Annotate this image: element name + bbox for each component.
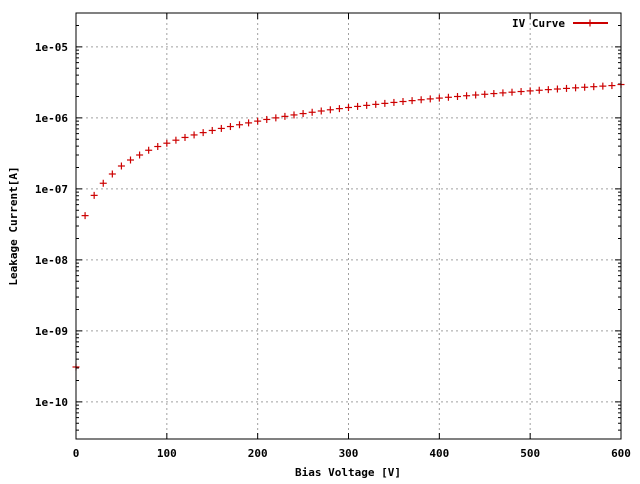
legend-marker-plus — [586, 19, 594, 27]
x-tick-label: 400 — [429, 447, 449, 460]
y-tick-label: 1e-05 — [35, 41, 68, 54]
data-point — [481, 90, 489, 98]
data-point — [553, 85, 561, 93]
data-point — [435, 94, 443, 102]
y-tick-label: 1e-07 — [35, 183, 68, 196]
grid-lines — [76, 13, 621, 439]
data-point — [308, 108, 316, 116]
data-point — [490, 90, 498, 98]
data-point — [154, 143, 162, 151]
plot-frame — [75, 12, 622, 440]
data-point — [254, 117, 262, 125]
data-point — [172, 136, 180, 144]
data-point — [381, 99, 389, 107]
data-point — [290, 111, 298, 119]
x-tick-label: 100 — [157, 447, 177, 460]
data-point — [444, 93, 452, 101]
data-point — [581, 83, 589, 91]
x-tick-label: 300 — [339, 447, 359, 460]
data-point — [263, 115, 271, 123]
legend: IV Curve — [512, 17, 608, 30]
y-tick-label: 1e-10 — [35, 396, 68, 409]
legend-entry-label: IV Curve — [512, 17, 565, 30]
data-point — [499, 89, 507, 97]
y-tick-label: 1e-08 — [35, 254, 68, 267]
data-point — [608, 82, 616, 90]
data-point — [190, 131, 198, 139]
data-point — [572, 84, 580, 92]
data-point — [99, 179, 107, 187]
data-point — [417, 96, 425, 104]
data-point — [535, 86, 543, 94]
data-point — [563, 84, 570, 92]
data-point — [136, 151, 144, 159]
data-point — [217, 124, 225, 132]
data-point — [272, 114, 280, 122]
y-tick-label: 1e-06 — [35, 112, 68, 125]
data-point — [517, 88, 525, 96]
data-point — [108, 170, 116, 178]
data-point — [181, 133, 189, 141]
data-point — [526, 87, 534, 95]
data-point — [326, 106, 334, 114]
data-series — [72, 81, 625, 371]
data-point — [335, 105, 343, 113]
data-point — [299, 110, 307, 118]
data-point — [145, 146, 153, 154]
data-point — [508, 88, 516, 96]
x-tick-label: 0 — [73, 447, 80, 460]
data-point — [454, 93, 461, 101]
data-point — [599, 82, 607, 90]
data-point — [127, 156, 134, 164]
data-point — [163, 139, 171, 147]
x-tick-label: 500 — [520, 447, 540, 460]
y-axis-label: Leakage Current[A] — [7, 166, 20, 285]
data-point — [281, 112, 289, 120]
data-point — [245, 119, 253, 127]
data-point — [399, 98, 407, 106]
y-tick-label: 1e-09 — [35, 325, 68, 338]
data-point — [345, 104, 352, 112]
x-tick-label: 600 — [611, 447, 631, 460]
data-point — [426, 95, 434, 103]
data-point — [226, 123, 234, 131]
x-axis-label: Bias Voltage [V] — [295, 466, 401, 479]
data-point — [117, 162, 125, 170]
data-point — [390, 98, 398, 106]
data-point — [363, 101, 371, 109]
data-point — [472, 91, 480, 99]
data-point — [408, 97, 416, 105]
data-point — [590, 83, 598, 91]
data-point — [199, 129, 207, 137]
data-point — [463, 92, 471, 100]
tick-labels: 0 100 200 300 400 500 600 1e-10 1e-09 1e-08 1e-07 1… — [35, 41, 631, 460]
data-point — [372, 100, 380, 108]
data-point — [236, 121, 243, 129]
legend-swatch-marker — [586, 19, 594, 27]
data-point — [317, 107, 325, 115]
data-point — [90, 191, 98, 199]
data-point — [81, 212, 89, 220]
x-tick-label: 200 — [248, 447, 268, 460]
data-point — [354, 102, 362, 110]
data-point — [544, 86, 552, 94]
data-point — [208, 126, 216, 134]
